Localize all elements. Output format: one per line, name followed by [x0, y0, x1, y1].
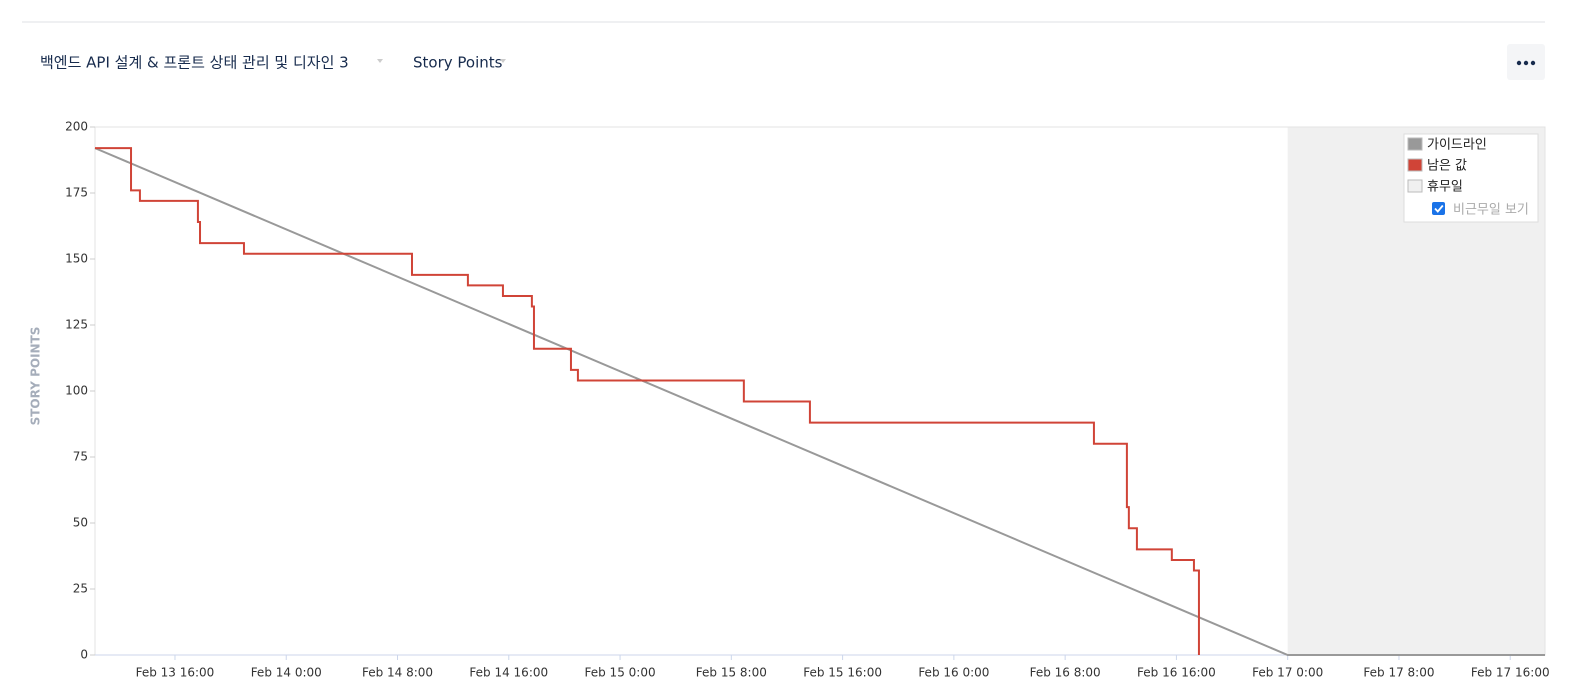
legend-label: 휴무일 [1427, 180, 1463, 195]
checkbox [1432, 202, 1445, 215]
x-tick-label: Feb 17 0:00 [1252, 666, 1323, 680]
legend-swatch [1407, 179, 1423, 193]
nonworking-toggle[interactable]: 비근무일 보기 [1432, 202, 1529, 218]
x-tick-label: Feb 16 16:00 [1137, 666, 1216, 680]
x-tick-label: Feb 17 16:00 [1471, 666, 1550, 680]
series-line [94, 147, 1545, 656]
x-tick-label: Feb 14 16:00 [469, 666, 548, 680]
metric-select[interactable]: Story Points [413, 54, 503, 72]
sprint-select[interactable]: 백엔드 API 설계 & 프론트 상태 관리 및 디자인 3 [40, 54, 349, 72]
legend-box [1403, 133, 1539, 223]
y-axis-label: STORY POINTS [29, 327, 43, 426]
caret [500, 59, 506, 63]
y-tick-label: 125 [65, 318, 88, 332]
y-tick-label: 0 [80, 648, 88, 662]
series-line [95, 147, 1200, 655]
checkmark [1434, 204, 1444, 213]
y-tick-label: 50 [73, 516, 88, 530]
x-tick-label: Feb 15 0:00 [585, 666, 656, 680]
toggle-label: 비근무일 보기 [1453, 203, 1529, 218]
more-button[interactable] [1507, 44, 1545, 80]
x-tick-label: Feb 17 8:00 [1363, 666, 1434, 680]
y-tick-label: 200 [65, 120, 88, 134]
y-tick-label: 175 [65, 186, 88, 200]
x-tick-label: Feb 14 8:00 [362, 666, 433, 680]
x-tick-label: Feb 15 8:00 [696, 666, 767, 680]
legend-label: 남은 값 [1427, 159, 1467, 174]
y-tick-label: 25 [73, 582, 88, 596]
legend-swatch [1407, 158, 1423, 172]
y-tick-label: 75 [73, 450, 88, 464]
caret [377, 59, 383, 63]
x-tick-label: Feb 14 0:00 [251, 666, 322, 680]
y-tick-label: 100 [65, 384, 88, 398]
x-tick-label: Feb 16 8:00 [1030, 666, 1101, 680]
legend-swatch [1407, 137, 1423, 151]
x-tick-label: Feb 16 0:00 [918, 666, 989, 680]
y-tick-label: 150 [65, 252, 88, 266]
x-tick-label: Feb 15 16:00 [803, 666, 882, 680]
plot: 0 25 50 75 100 125 150 175 200 Feb 13 16:00 Feb 14… [65, 120, 1550, 680]
legend-label: 가이드라인 [1427, 138, 1487, 153]
x-tick-label: Feb 13 16:00 [136, 666, 215, 680]
